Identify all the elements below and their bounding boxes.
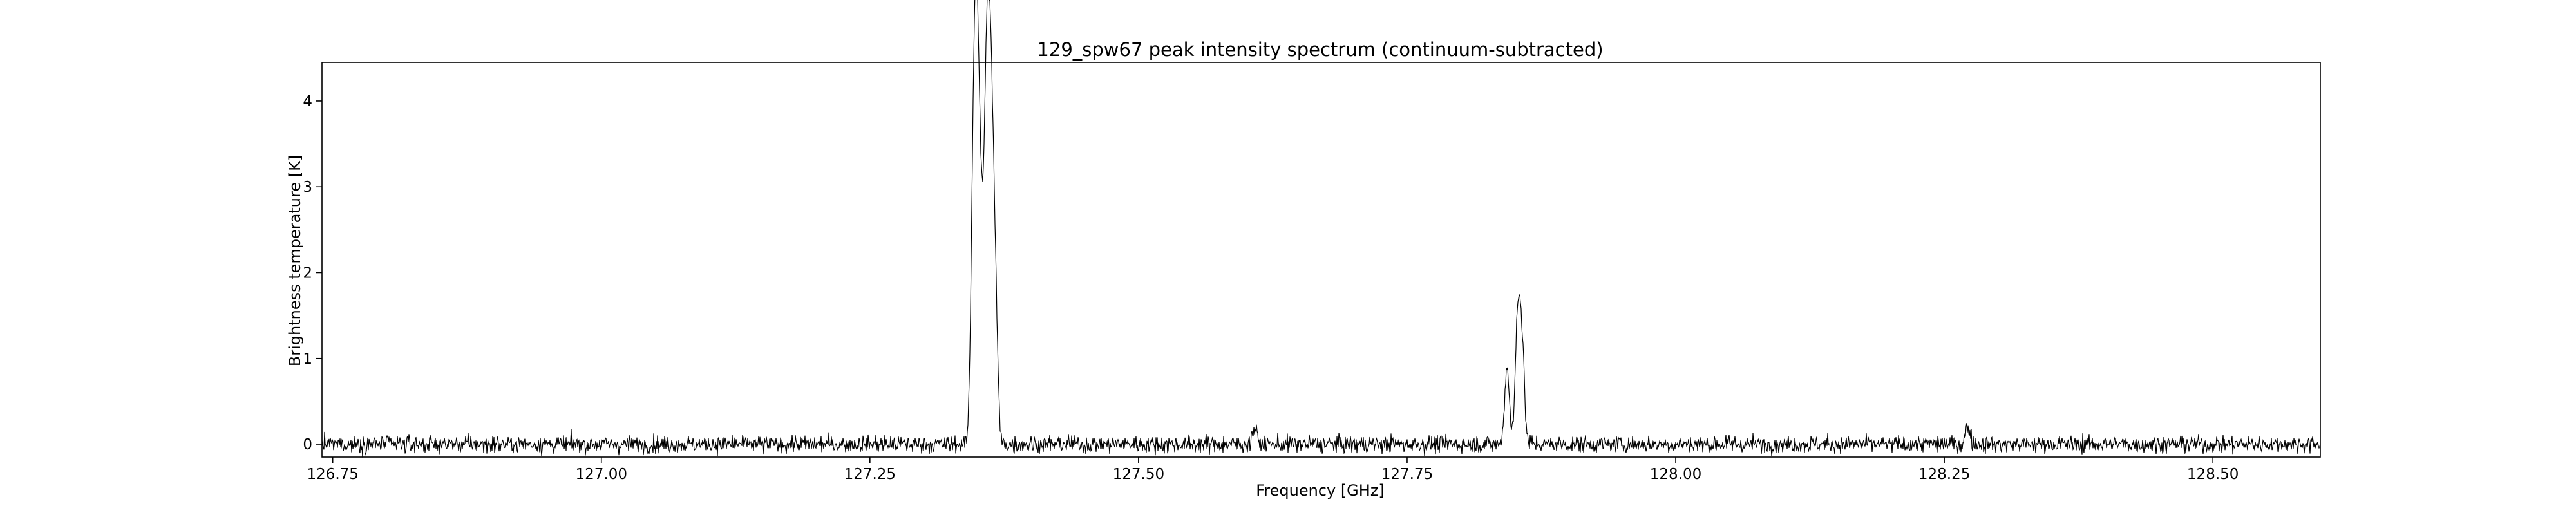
y-tick-label: 0: [303, 436, 312, 453]
x-tick-label: 126.75: [307, 466, 358, 483]
y-tick-label: 4: [303, 93, 312, 110]
x-tick-label: 127.25: [844, 466, 896, 483]
x-tick-label: 128.25: [1918, 466, 1970, 483]
plot-area: [321, 0, 2321, 458]
y-axis-label: Brightness temperature [K]: [286, 155, 304, 366]
x-tick-label: 127.50: [1113, 466, 1164, 483]
x-tick-label: 127.75: [1381, 466, 1433, 483]
y-tick-label: 2: [303, 265, 312, 281]
x-tick-label: 128.50: [2187, 466, 2239, 483]
axis-ticks: 126.75 127.00 127.25 127.50 127.75 128.00 128.…: [303, 93, 2239, 483]
y-tick-label: 1: [303, 351, 312, 368]
x-tick-label: 127.00: [576, 466, 627, 483]
spectrum-line-0: [321, 0, 2321, 458]
x-tick-label: 128.00: [1650, 466, 1701, 483]
chart-title: 129_spw67 peak intensity spectrum (conti…: [1037, 39, 1603, 61]
x-axis-label: Frequency [GHz]: [1256, 482, 1385, 500]
y-tick-label: 3: [303, 179, 312, 196]
axes-frame: [321, 62, 2321, 458]
